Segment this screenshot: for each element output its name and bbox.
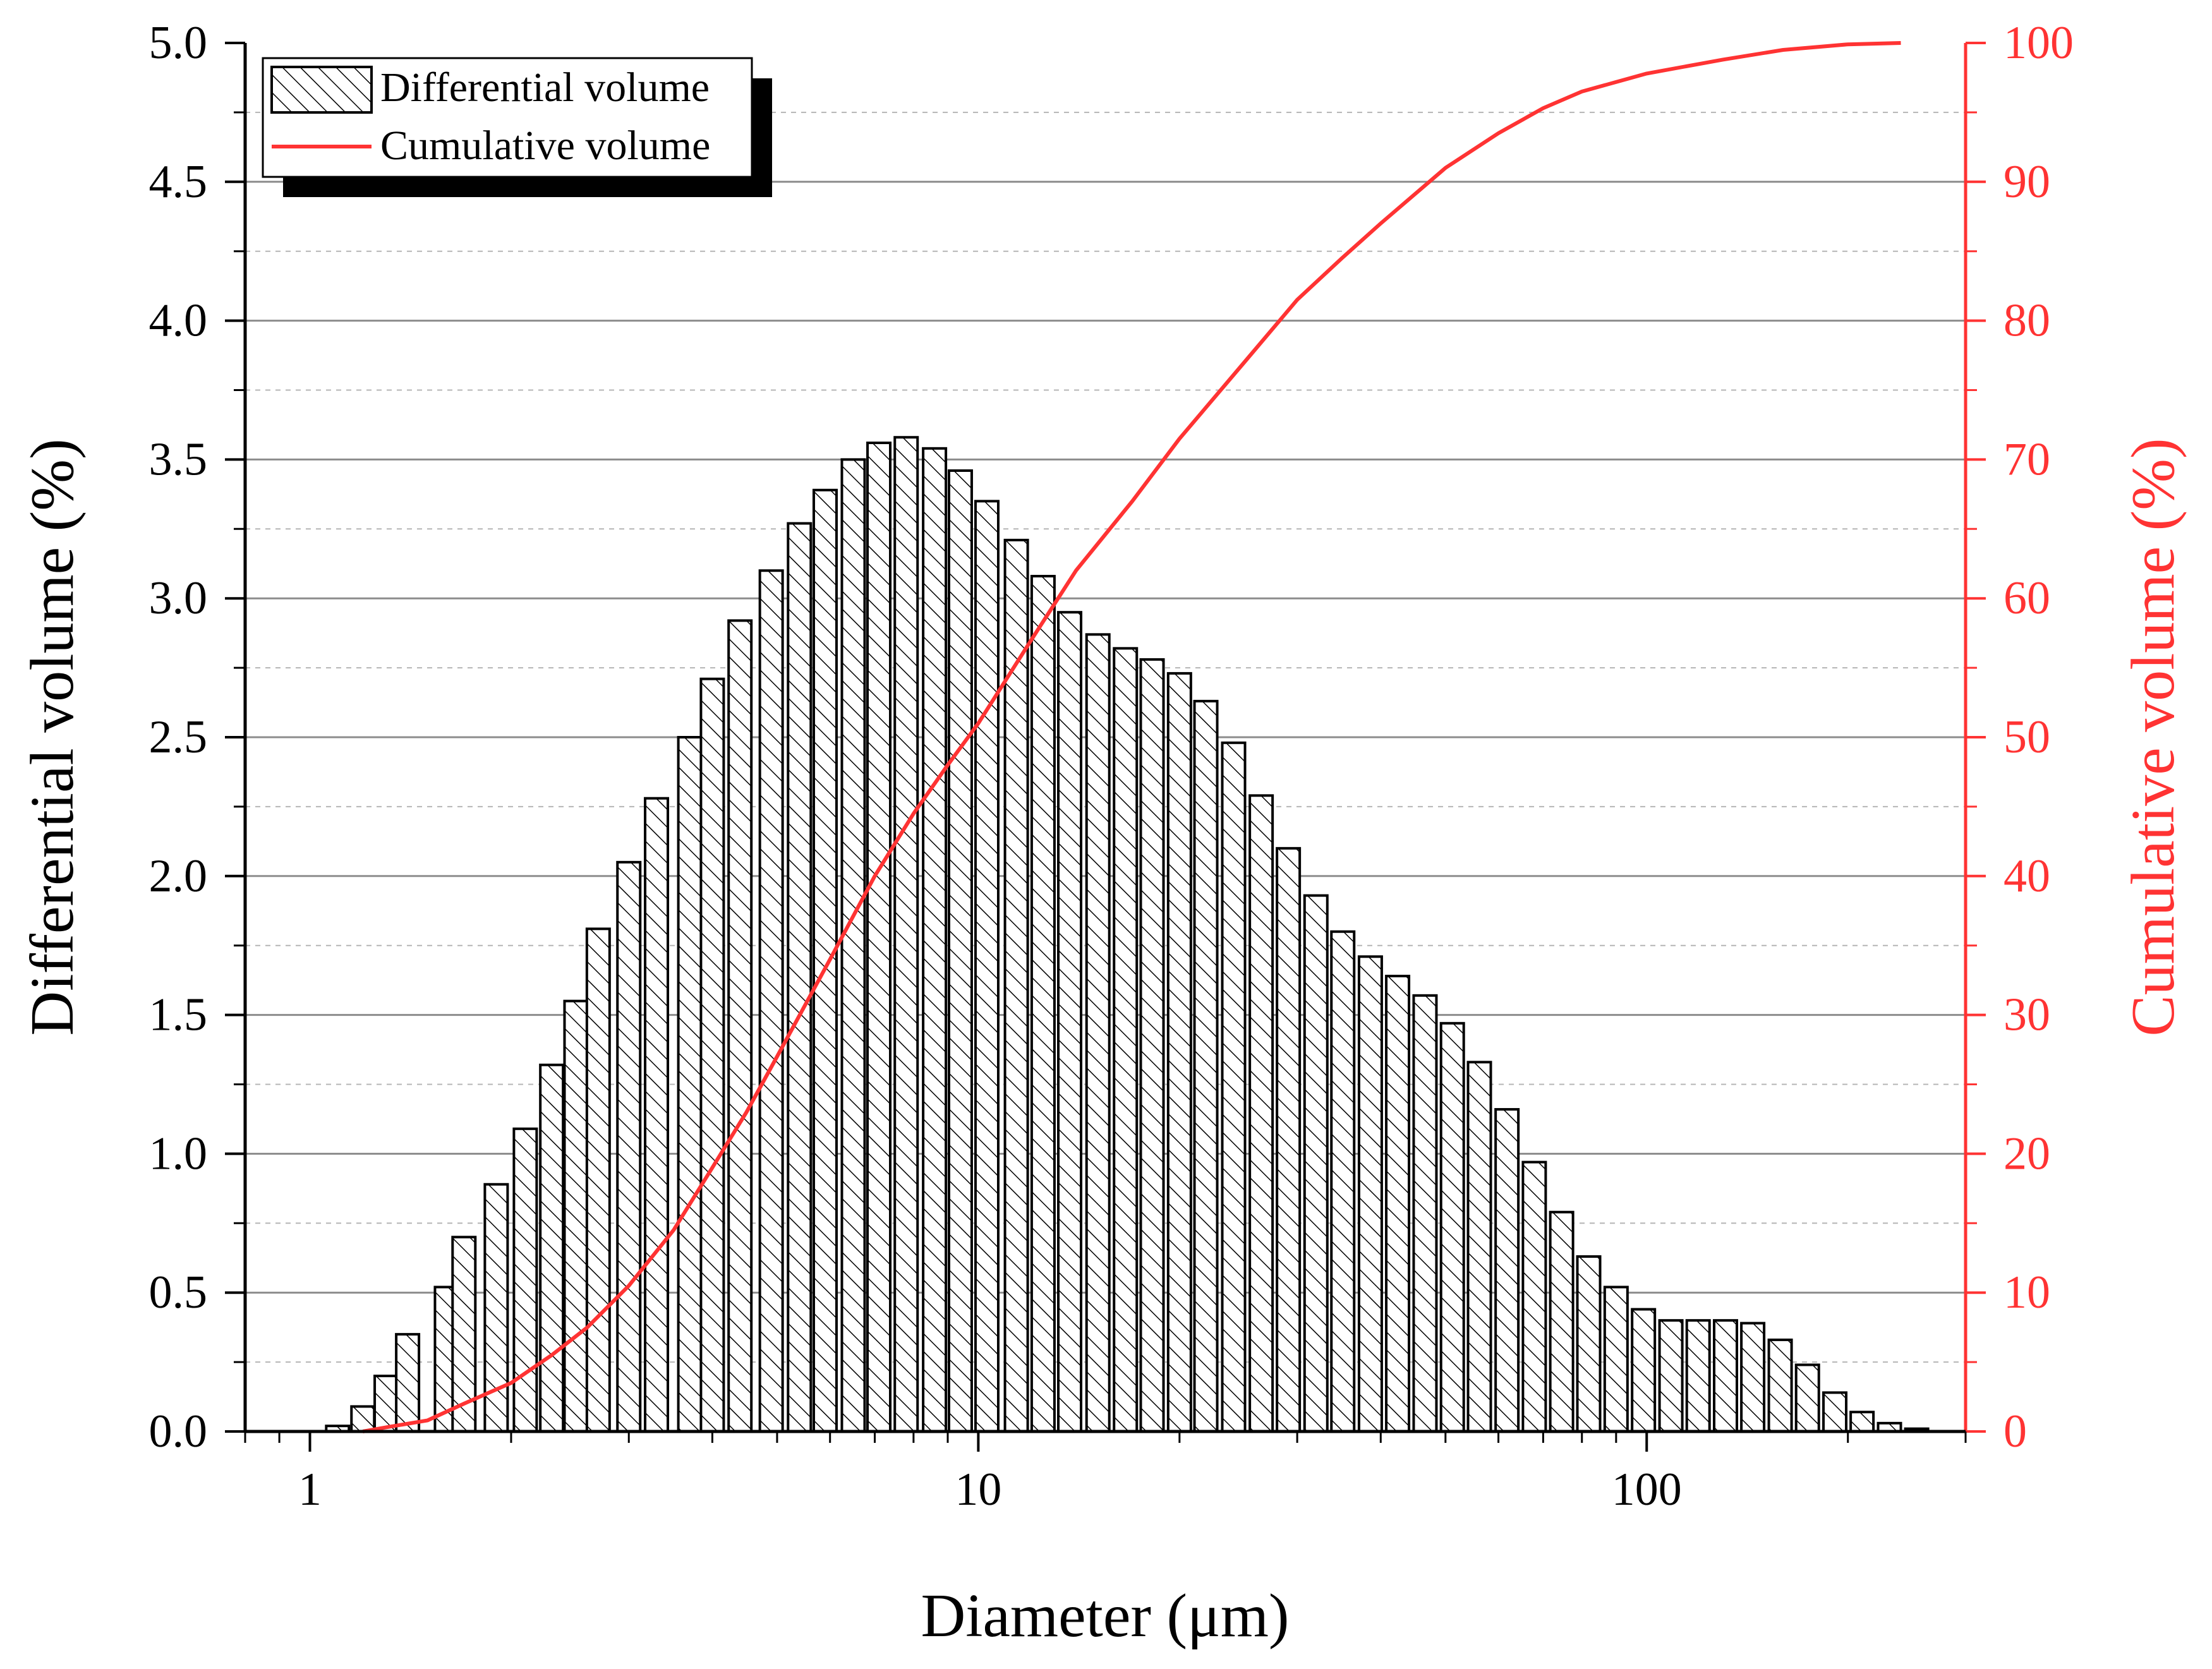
- bar: [787, 522, 813, 1433]
- bar: [1385, 975, 1411, 1433]
- bar: [1030, 575, 1056, 1433]
- bar: [585, 927, 611, 1433]
- y-left-tick-label: 1.5: [149, 989, 208, 1041]
- bar: [1685, 1319, 1711, 1433]
- bar: [644, 797, 670, 1433]
- y-left-ticks: 0.0 0.5 1.0 1.5 2.0 2.5 3.0 3.5 4.0 4.5 5.0: [149, 17, 245, 1457]
- bar: [1576, 1255, 1602, 1433]
- bar: [1740, 1322, 1766, 1433]
- bar: [1113, 647, 1139, 1433]
- x-tick-label: 100: [1612, 1464, 1682, 1515]
- bar: [539, 1063, 565, 1433]
- bar: [866, 442, 892, 1433]
- bar: [1221, 741, 1247, 1433]
- bar: [1713, 1319, 1739, 1433]
- bar: [758, 569, 784, 1433]
- y-right-tick-label: 80: [2003, 295, 2050, 347]
- x-axis-label: Diameter (μm): [921, 1582, 1289, 1650]
- y-right-tick-label: 100: [2003, 17, 2074, 69]
- bar: [512, 1127, 538, 1433]
- bar: [1658, 1319, 1684, 1433]
- bar: [1276, 847, 1302, 1433]
- y-left-tick-label: 5.0: [149, 17, 208, 69]
- bar: [699, 677, 725, 1433]
- bar: [947, 469, 973, 1433]
- bar: [1139, 658, 1165, 1433]
- bar: [840, 458, 866, 1433]
- y-axis-label-left: Differential volume (%): [18, 438, 87, 1035]
- y-right-tick-label: 50: [2003, 711, 2050, 763]
- bar: [1303, 894, 1329, 1433]
- bar: [395, 1333, 421, 1433]
- bar: [1603, 1286, 1629, 1433]
- bar: [1057, 611, 1083, 1433]
- bar: [893, 436, 919, 1433]
- bar-series-differential-volume: [325, 436, 1930, 1433]
- bar: [373, 1375, 399, 1433]
- y-left-tick-label: 2.5: [149, 711, 208, 763]
- y-left-tick-label: 0.0: [149, 1406, 208, 1457]
- bar: [974, 500, 1000, 1433]
- bar: [1439, 1021, 1465, 1433]
- y-left-tick-label: 4.5: [149, 156, 208, 208]
- legend-swatch-hatched-bar: [270, 66, 373, 114]
- bar: [1794, 1363, 1820, 1433]
- y-right-tick-label: 40: [2003, 850, 2050, 902]
- cumulative-line: [362, 41, 1901, 1433]
- legend: Differential volume Cumulative volume: [262, 57, 772, 197]
- bar: [1330, 930, 1356, 1433]
- bar: [1521, 1160, 1547, 1433]
- bar: [1631, 1308, 1657, 1433]
- y-right-tick-label: 60: [2003, 572, 2050, 624]
- bar: [563, 999, 589, 1433]
- legend-label-cumulative: Cumulative volume: [380, 123, 710, 169]
- bar: [350, 1405, 376, 1433]
- y-right-tick-label: 30: [2003, 989, 2050, 1041]
- bar: [1849, 1411, 1875, 1433]
- bar: [1767, 1338, 1793, 1433]
- bar: [1412, 994, 1438, 1433]
- bar: [1822, 1391, 1848, 1433]
- bar: [812, 488, 838, 1433]
- bar: [727, 619, 753, 1433]
- bar: [616, 860, 642, 1433]
- bar: [1085, 633, 1111, 1433]
- y-left-tick-label: 0.5: [149, 1267, 208, 1318]
- y-right-ticks: 0 10 20 30 40 50 60 70 80 90 100: [1966, 17, 2074, 1457]
- y-left-tick-label: 4.0: [149, 295, 208, 347]
- bar: [1003, 538, 1029, 1433]
- x-ticks: 1 10 100: [244, 1431, 1967, 1515]
- y-left-tick-label: 2.0: [149, 850, 208, 902]
- bar: [1193, 699, 1219, 1433]
- x-tick-label: 1: [298, 1464, 322, 1515]
- y-right-tick-label: 70: [2003, 433, 2050, 485]
- line-series-cumulative-volume: [362, 41, 1901, 1433]
- y-right-tick-label: 10: [2003, 1267, 2050, 1318]
- bar: [1248, 794, 1274, 1433]
- bar: [1494, 1108, 1520, 1433]
- legend-label-differential: Differential volume: [380, 64, 710, 111]
- y-axis-label-right: Cumulative volume (%): [2119, 438, 2187, 1036]
- bar: [677, 736, 703, 1433]
- bar: [1166, 672, 1192, 1433]
- bar: [922, 447, 948, 1433]
- x-tick-label: 10: [955, 1464, 1001, 1515]
- y-left-tick-label: 3.0: [149, 572, 208, 624]
- bar: [1357, 955, 1383, 1433]
- bar: [1466, 1061, 1492, 1433]
- y-right-tick-label: 90: [2003, 156, 2050, 208]
- bar: [1549, 1210, 1574, 1433]
- y-left-tick-label: 1.0: [149, 1128, 208, 1179]
- y-right-tick-label: 0: [2003, 1406, 2027, 1457]
- y-right-tick-label: 20: [2003, 1128, 2050, 1179]
- y-left-tick-label: 3.5: [149, 433, 208, 485]
